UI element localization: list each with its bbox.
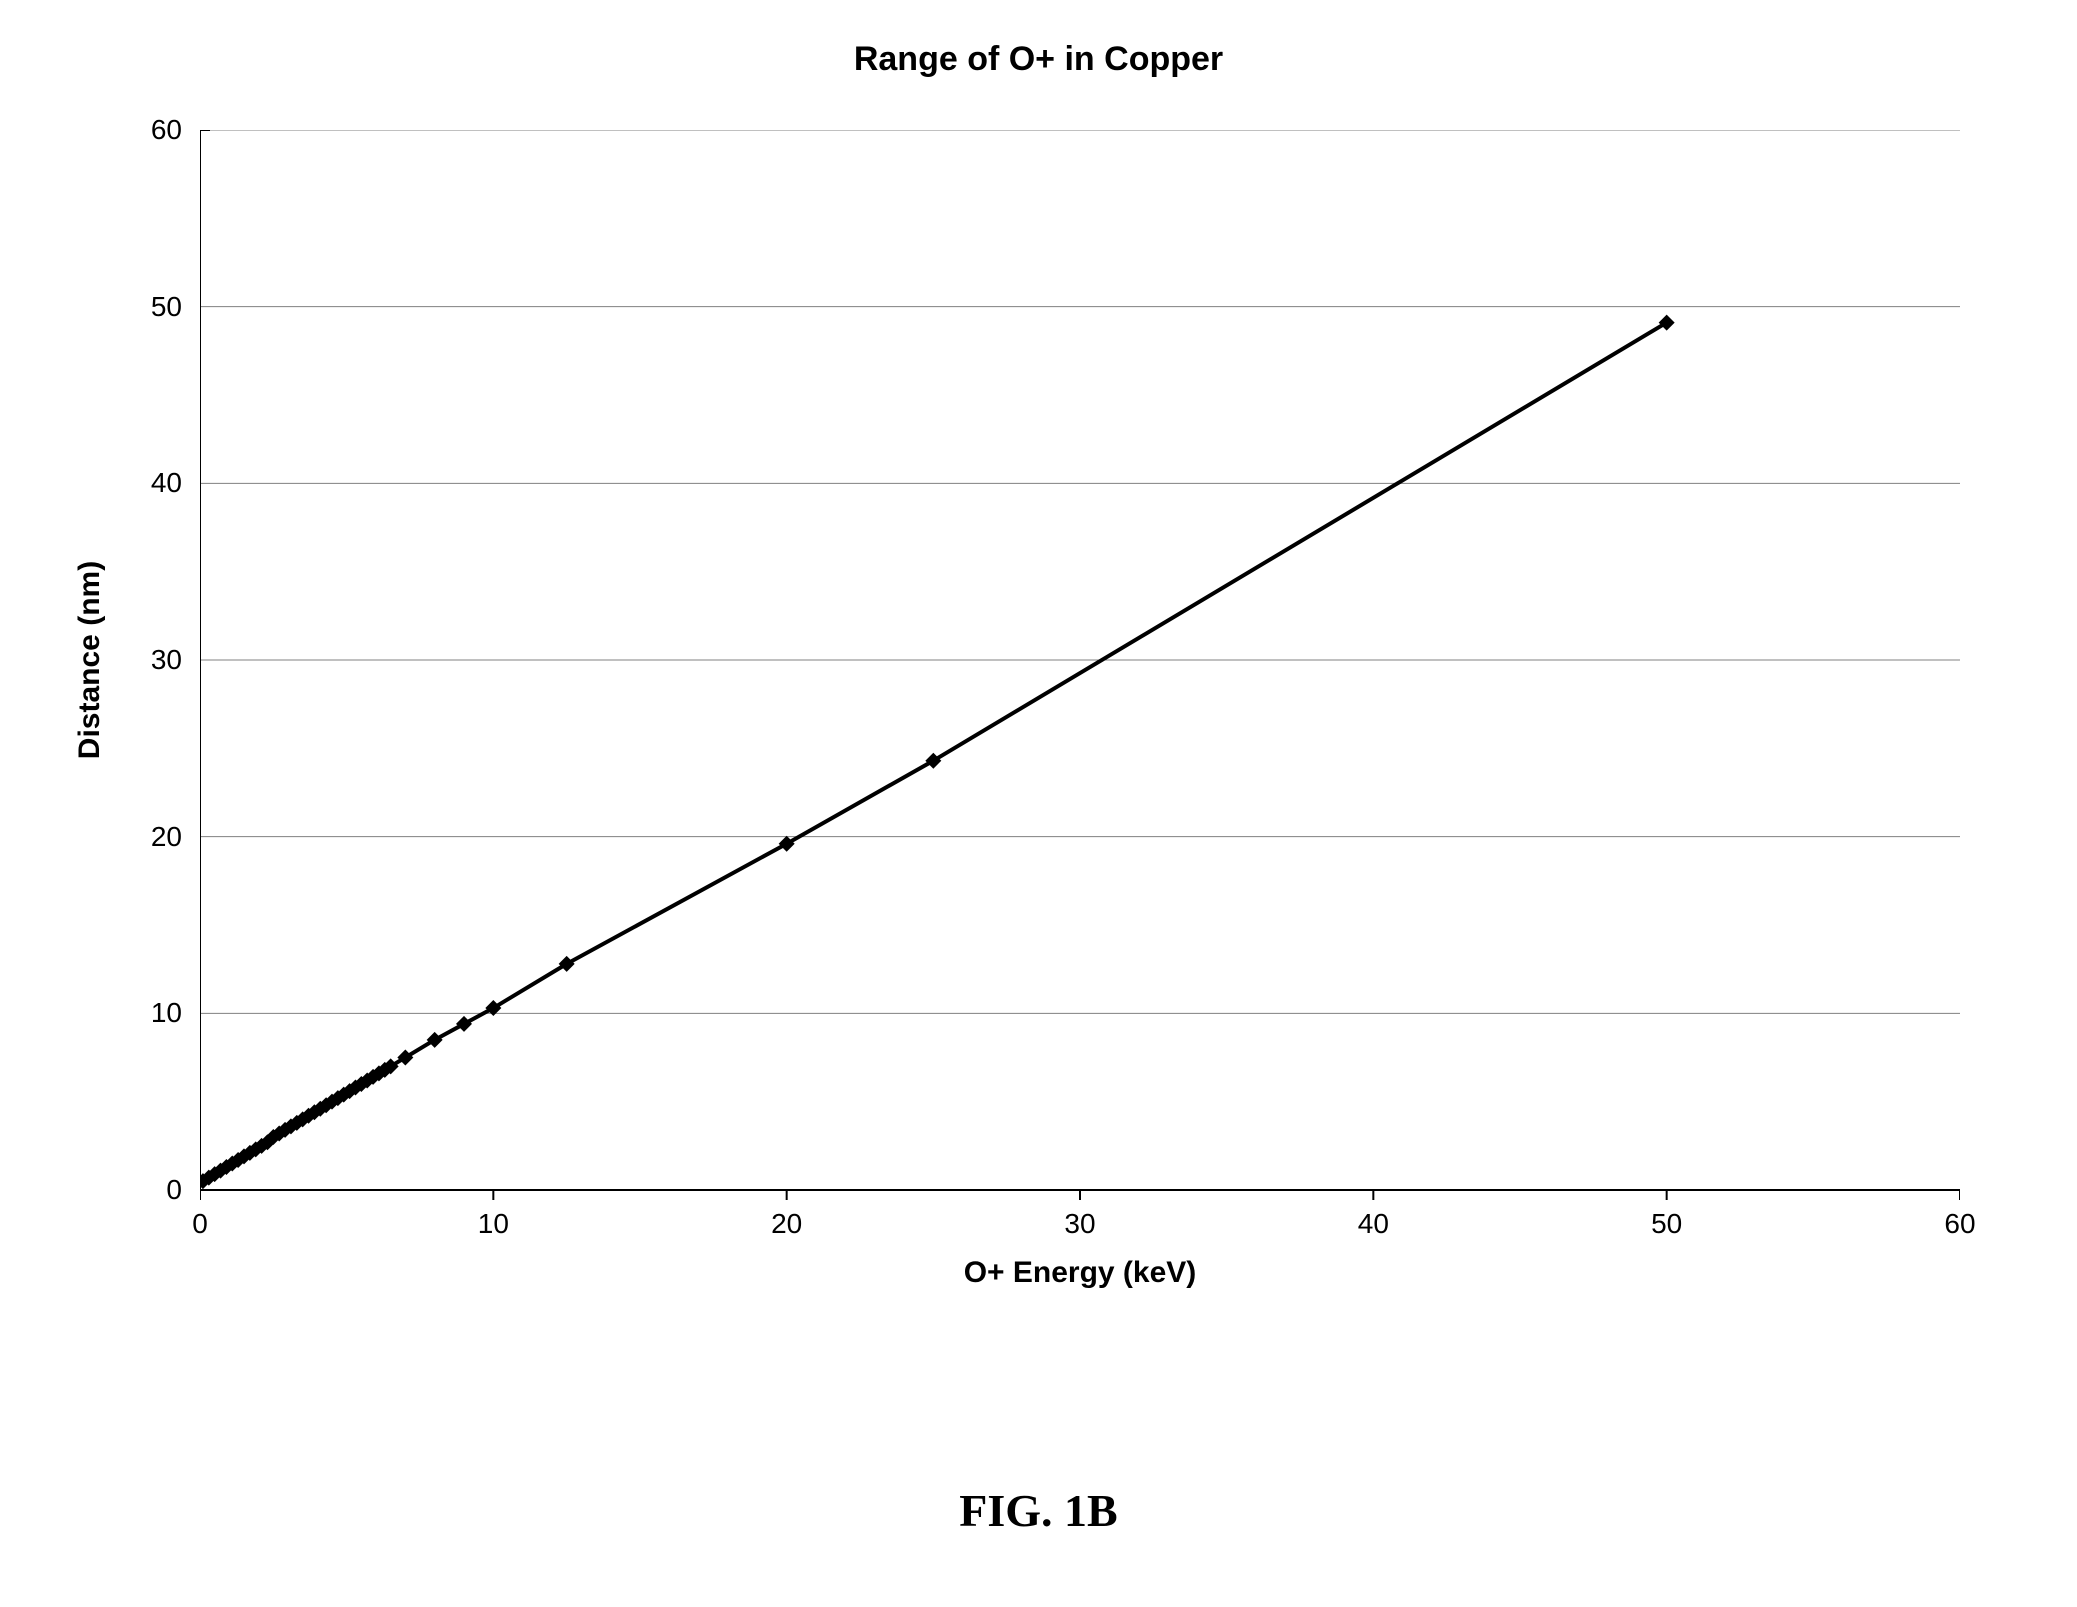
x-tick-label: 20 [771,1208,802,1240]
figure-label: FIG. 1B [0,1484,2077,1537]
y-tick-label: 10 [151,997,182,1029]
x-tick-label: 40 [1358,1208,1389,1240]
figure-page: Range of O+ in Copper Distance (nm) O+ E… [0,0,2077,1607]
y-tick-label: 60 [151,114,182,146]
chart-svg [200,130,1960,1230]
x-tick-label: 60 [1944,1208,1975,1240]
y-tick-label: 0 [166,1174,182,1206]
x-tick-label: 50 [1651,1208,1682,1240]
y-axis-label: Distance (nm) [73,561,107,759]
y-tick-label: 20 [151,821,182,853]
x-tick-label: 30 [1064,1208,1095,1240]
y-tick-label: 30 [151,644,182,676]
chart-title: Range of O+ in Copper [0,40,2077,79]
y-tick-label: 50 [151,291,182,323]
x-tick-label: 0 [192,1208,208,1240]
plot-area: Distance (nm) O+ Energy (keV) 0102030405… [200,130,1960,1310]
x-axis-label: O+ Energy (keV) [964,1256,1197,1290]
x-tick-label: 10 [478,1208,509,1240]
y-tick-label: 40 [151,467,182,499]
